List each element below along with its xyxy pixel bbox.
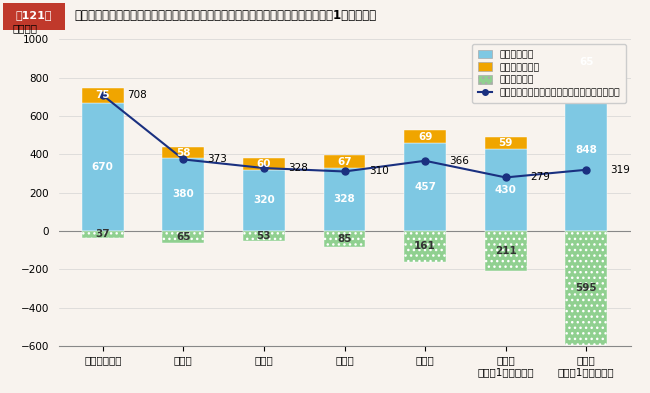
Bar	[485, 137, 526, 149]
Text: 211: 211	[495, 246, 517, 256]
Text: 670: 670	[92, 162, 114, 172]
Text: 319: 319	[610, 165, 630, 175]
Legend: 地方債現在高, 債務負担行為額, 積立金現在高, 地方債現在高＋債務負担行為額－積立金現在高: 地方債現在高, 債務負担行為額, 積立金現在高, 地方債現在高＋債務負担行為額－…	[472, 44, 626, 103]
Text: 58: 58	[176, 147, 190, 158]
Bar	[485, 231, 526, 271]
Bar	[243, 158, 285, 170]
Text: （千円）: （千円）	[13, 23, 38, 33]
Bar	[566, 231, 607, 345]
Bar	[324, 155, 365, 168]
Text: 457: 457	[414, 182, 436, 192]
Text: 65: 65	[579, 57, 593, 67]
Text: 380: 380	[172, 189, 194, 200]
Text: 団体規模別の地方債及び債務負担行為による実質的な将来の財政負担の状況（人口1人当たり）: 団体規模別の地方債及び債務負担行為による実質的な将来の財政負担の状況（人口1人当…	[75, 9, 377, 22]
Text: 328: 328	[288, 163, 308, 173]
Bar	[485, 149, 526, 231]
Text: 85: 85	[337, 234, 352, 244]
Text: 595: 595	[575, 283, 597, 293]
Text: 60: 60	[257, 159, 271, 169]
Bar	[404, 231, 446, 262]
Text: 59: 59	[499, 138, 513, 148]
Bar	[404, 143, 446, 231]
Bar	[162, 231, 204, 243]
Text: 第121図: 第121図	[16, 10, 52, 20]
Text: 373: 373	[207, 154, 227, 164]
Bar	[243, 231, 285, 241]
Bar	[324, 231, 365, 247]
Bar	[324, 168, 365, 231]
Text: 708: 708	[127, 90, 147, 100]
Text: 328: 328	[333, 195, 356, 204]
Text: 67: 67	[337, 157, 352, 167]
Text: 366: 366	[449, 156, 469, 166]
Bar	[162, 147, 204, 158]
Text: 848: 848	[575, 145, 597, 155]
Bar	[82, 103, 124, 231]
Text: 37: 37	[96, 230, 110, 239]
Bar	[82, 231, 124, 238]
Text: 320: 320	[253, 195, 275, 205]
Bar	[243, 170, 285, 231]
Text: 53: 53	[257, 231, 271, 241]
Bar	[162, 158, 204, 231]
Text: 161: 161	[414, 241, 436, 251]
FancyBboxPatch shape	[3, 3, 65, 30]
Bar	[404, 130, 446, 143]
Text: 69: 69	[418, 132, 432, 142]
Bar	[566, 56, 607, 68]
Text: 279: 279	[530, 173, 550, 182]
Text: 75: 75	[96, 90, 110, 100]
Bar	[566, 68, 607, 231]
Bar	[82, 88, 124, 103]
Text: 65: 65	[176, 232, 190, 242]
Text: 430: 430	[495, 185, 517, 195]
Text: 310: 310	[369, 167, 389, 176]
